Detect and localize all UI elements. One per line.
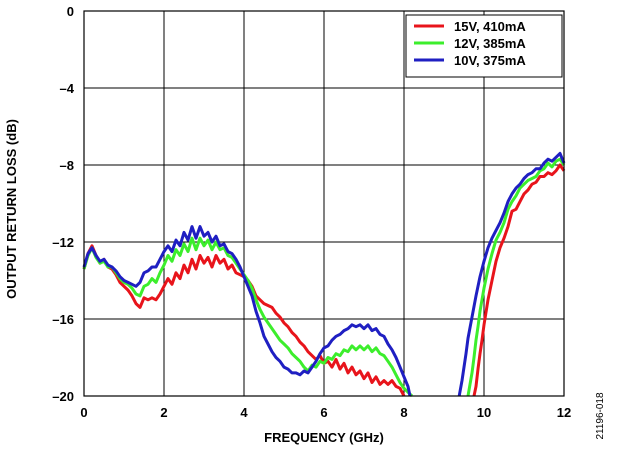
y-tick-label: –12: [52, 235, 74, 250]
x-tick-label: 10: [477, 405, 491, 420]
y-tick-label: –20: [52, 389, 74, 404]
legend: 15V, 410mA 12V, 385mA 10V, 375mA: [405, 14, 563, 78]
x-axis-ticks: 0 2 4 6 8 10 12: [80, 405, 571, 420]
y-tick-label: –4: [60, 81, 75, 96]
y-tick-label: –16: [52, 312, 74, 327]
x-axis-label: FREQUENCY (GHz): [264, 430, 384, 445]
legend-label: 12V, 385mA: [454, 36, 526, 51]
x-tick-label: 0: [80, 405, 87, 420]
series-line-1-upper: [472, 163, 566, 397]
x-tick-label: 8: [400, 405, 407, 420]
legend-label: 15V, 410mA: [454, 19, 526, 34]
series-line-2-upper: [466, 157, 566, 397]
series-line-3-upper: [457, 151, 566, 397]
x-tick-label: 12: [557, 405, 571, 420]
y-axis-label: OUTPUT RETURN LOSS (dB): [4, 119, 19, 299]
series-line-3: [82, 225, 412, 397]
x-tick-label: 6: [320, 405, 327, 420]
series-line-2: [82, 236, 414, 398]
y-tick-label: 0: [67, 4, 74, 19]
y-axis-ticks: 0 –4 –8 –12 –16 –20: [52, 4, 74, 404]
plot-frame: [83, 10, 565, 397]
x-tick-label: 4: [240, 405, 248, 420]
x-tick-label: 2: [160, 405, 167, 420]
series-layer: [82, 151, 566, 398]
legend-label: 10V, 375mA: [454, 53, 526, 68]
y-tick-label: –8: [60, 158, 74, 173]
figure-id: 21196-018: [595, 392, 606, 440]
